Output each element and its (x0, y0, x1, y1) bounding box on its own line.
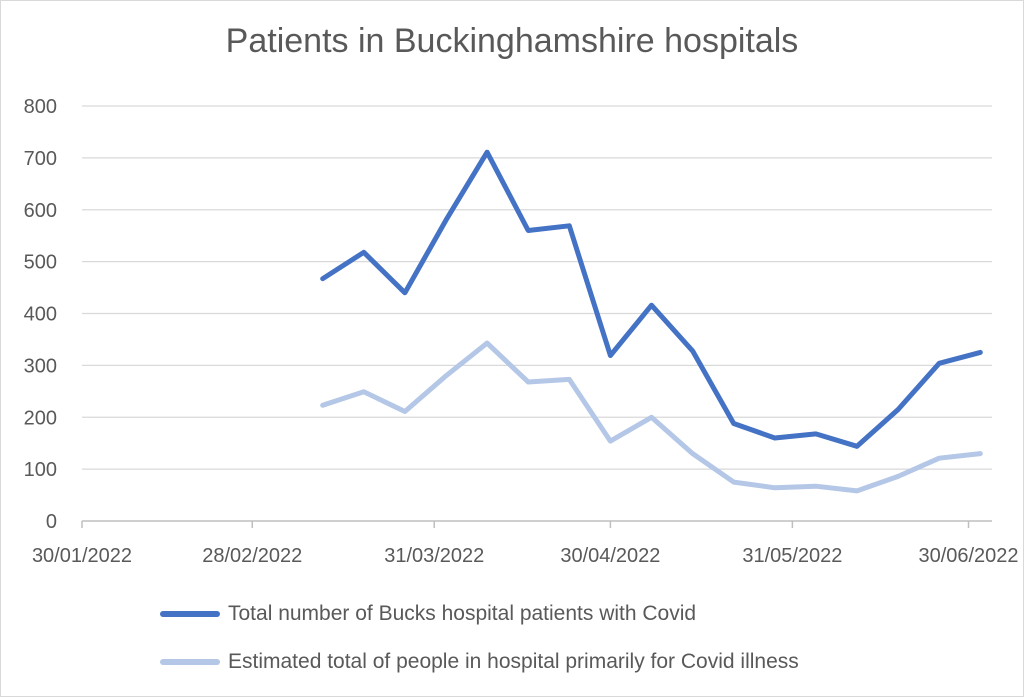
legend: Total number of Bucks hospital patients … (160, 590, 1000, 686)
y-tick-label: 500 (24, 252, 57, 274)
x-tick-label: 31/03/2022 (384, 545, 484, 567)
legend-label-series-1: Total number of Bucks hospital patients … (228, 602, 697, 625)
y-tick-label: 100 (24, 459, 57, 481)
legend-swatch-series-2 (160, 659, 220, 665)
y-tick-label: 800 (24, 96, 57, 118)
x-tick-label: 30/04/2022 (560, 545, 660, 567)
series-line-1 (320, 149, 983, 449)
line-chart: 0 100 200 300 400 500 600 700 800 30/01/2022 28/0… (24, 96, 1019, 567)
y-tick-label: 400 (24, 304, 57, 326)
y-tick-label: 0 (46, 511, 57, 533)
series-lines (320, 149, 983, 494)
legend-label-series-2: Estimated total of people in hospital pr… (228, 650, 799, 673)
legend-swatch-series-1 (160, 611, 220, 617)
y-tick-label: 300 (24, 355, 57, 377)
x-tick-label: 28/02/2022 (202, 545, 302, 567)
series-line-2 (320, 340, 983, 494)
y-axis-tick-labels: 0 100 200 300 400 500 600 700 800 (24, 96, 57, 533)
y-tick-label: 600 (24, 200, 57, 222)
y-tick-label: 200 (24, 407, 57, 429)
x-tick-label: 31/05/2022 (742, 545, 842, 567)
x-axis-tick-labels: 30/01/2022 28/02/2022 31/03/2022 30/04/2022… (32, 545, 1019, 567)
legend-item: Estimated total of people in hospital pr… (160, 638, 1000, 686)
y-tick-label: 700 (24, 148, 57, 170)
grid-lines (82, 105, 992, 470)
x-tick-label: 30/06/2022 (918, 545, 1018, 567)
legend-item: Total number of Bucks hospital patients … (160, 590, 1000, 638)
chart-title: Patients in Buckinghamshire hospitals (225, 22, 799, 60)
x-tick-label: 30/01/2022 (32, 545, 132, 567)
x-axis (81, 520, 992, 528)
